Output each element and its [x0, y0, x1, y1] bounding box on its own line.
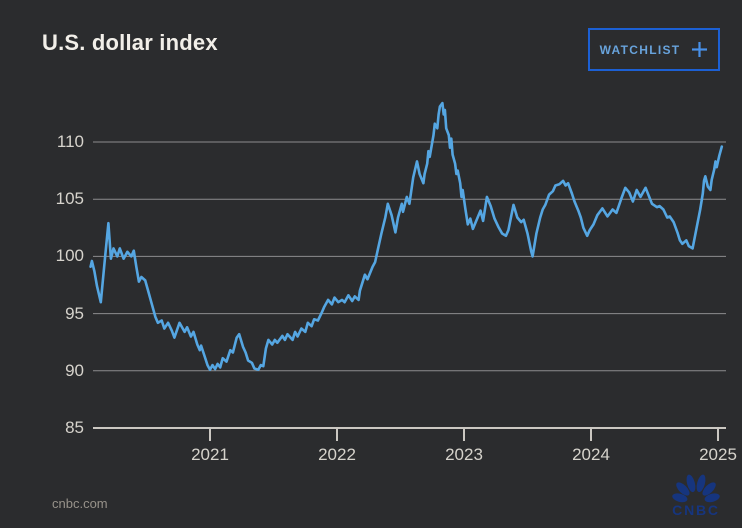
cnbc-logo-text: CNBC [672, 502, 720, 518]
y-tick-label: 90 [65, 360, 84, 380]
y-tick-label: 110 [56, 132, 84, 151]
source-attribution: cnbc.com [52, 496, 108, 511]
x-tick-label: 2021 [191, 445, 229, 464]
x-tick-label: 2024 [572, 445, 610, 464]
y-tick-label: 95 [65, 303, 84, 323]
watchlist-button[interactable]: WATCHLIST [588, 28, 720, 71]
y-tick-label: 105 [55, 189, 84, 209]
y-tick-label: 100 [55, 246, 84, 266]
y-tick-label: 85 [65, 418, 84, 437]
x-tick-label: 2022 [318, 445, 356, 464]
price-line [89, 101, 724, 372]
cnbc-logo: CNBC [666, 473, 726, 518]
page-title: U.S. dollar index [42, 30, 218, 55]
cnbc-peacock-icon [672, 474, 720, 503]
x-tick-label: 2023 [445, 445, 483, 464]
watchlist-button-label: WATCHLIST [599, 42, 681, 57]
plus-icon [692, 42, 708, 57]
x-tick-label: 2025 [699, 445, 737, 464]
